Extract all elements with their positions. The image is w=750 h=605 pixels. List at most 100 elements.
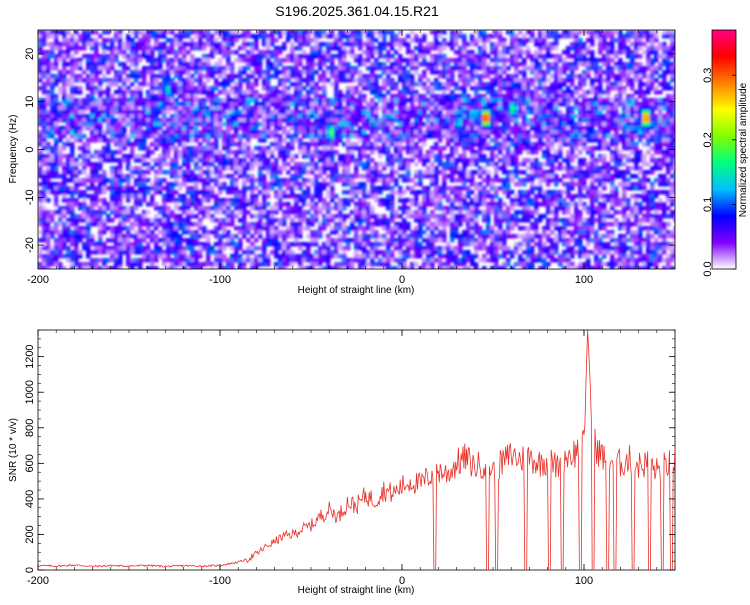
heatmap-cell (178, 110, 183, 115)
heatmap-cell (138, 230, 143, 235)
heatmap-cell (106, 82, 111, 87)
heatmap-cell (314, 242, 319, 247)
heatmap-cell (374, 242, 379, 247)
heatmap-cell (102, 138, 107, 143)
heatmap-cell (38, 206, 43, 211)
heatmap-cell (262, 214, 267, 219)
heatmap-cell (42, 82, 47, 87)
heatmap-cell (274, 250, 279, 255)
heatmap-cell (54, 226, 59, 231)
heatmap-cell (214, 70, 219, 75)
heatmap-cell (154, 214, 159, 219)
heatmap-cell (362, 194, 367, 199)
heatmap-cell (46, 70, 51, 75)
heatmap-cell (42, 110, 47, 115)
heatmap-cell (122, 94, 127, 99)
heatmap-cell (402, 254, 407, 259)
heatmap-cell (118, 90, 123, 95)
heatmap-cell (414, 242, 419, 247)
heatmap-cell (318, 142, 323, 147)
heatmap-cell (410, 150, 415, 155)
heatmap-cell (254, 122, 259, 127)
heatmap-cell (222, 206, 227, 211)
heatmap-cell (462, 162, 467, 167)
heatmap-cell (422, 74, 427, 79)
heatmap-cell (90, 222, 95, 227)
heatmap-cell (266, 86, 271, 91)
heatmap-cell (354, 30, 359, 35)
heatmap-cell (382, 38, 387, 43)
heatmap-cell (358, 158, 363, 163)
heatmap-cell (242, 94, 247, 99)
heatmap-cell (402, 78, 407, 83)
heatmap-cell (410, 58, 415, 63)
heatmap-cell (330, 178, 335, 183)
heatmap-cell (342, 262, 347, 267)
heatmap-cell (66, 42, 71, 47)
heatmap-cell (202, 114, 207, 119)
heatmap-cell (378, 214, 383, 219)
heatmap-cell (418, 98, 423, 103)
heatmap-cell (90, 250, 95, 255)
heatmap-cell (150, 150, 155, 155)
heatmap-cell (82, 42, 87, 47)
heatmap-cell (338, 174, 343, 179)
heatmap-cell (446, 122, 451, 127)
heatmap-cell (186, 66, 191, 71)
heatmap-cell (366, 78, 371, 83)
heatmap-cell (178, 134, 183, 139)
heatmap-cell (70, 262, 75, 267)
heatmap-cell (206, 110, 211, 115)
heatmap-cell (306, 62, 311, 67)
heatmap-cell (354, 254, 359, 259)
heatmap-cell (414, 66, 419, 71)
heatmap-cell (150, 222, 155, 227)
heatmap-cell (206, 190, 211, 195)
heatmap-cell (398, 230, 403, 235)
heatmap-cell (62, 106, 67, 111)
heatmap-cell (230, 238, 235, 243)
heatmap-cell (90, 178, 95, 183)
heatmap-cell (62, 86, 67, 91)
heatmap-cell (138, 174, 143, 179)
heatmap-cell (438, 206, 443, 211)
heatmap-cell (450, 74, 455, 79)
heatmap-cell (166, 106, 171, 111)
heatmap-cell (402, 38, 407, 43)
heatmap-cell (402, 206, 407, 211)
heatmap-cell (242, 134, 247, 139)
heatmap-cell (334, 238, 339, 243)
heatmap-cell (278, 234, 283, 239)
heatmap-cell (322, 178, 327, 183)
heatmap-cell (202, 230, 207, 235)
heatmap-cell (354, 90, 359, 95)
heatmap-cell (46, 254, 51, 259)
heatmap-cell (430, 70, 435, 75)
heatmap-cell (254, 162, 259, 167)
heatmap-cell (434, 222, 439, 227)
heatmap-cell (54, 42, 59, 47)
heatmap-cell (322, 114, 327, 119)
heatmap-cell (118, 74, 123, 79)
heatmap-cell (398, 126, 403, 131)
heatmap-cell (314, 38, 319, 43)
heatmap-cell (322, 202, 327, 207)
heatmap-cell (362, 174, 367, 179)
heatmap-cell (406, 178, 411, 183)
heatmap-cell (254, 58, 259, 63)
heatmap-cell (206, 234, 211, 239)
heatmap-cell (130, 262, 135, 267)
heatmap-cell (310, 54, 315, 59)
heatmap-cell (98, 118, 103, 123)
heatmap-cell (322, 30, 327, 35)
heatmap-cell (162, 82, 167, 87)
heatmap-cell (110, 230, 115, 235)
heatmap-cell (358, 38, 363, 43)
heatmap-cell (42, 258, 47, 263)
heatmap-cell (266, 106, 271, 111)
heatmap-cell (334, 102, 339, 107)
heatmap-cell (362, 142, 367, 147)
heatmap-cell (342, 42, 347, 47)
heatmap-cell (386, 106, 391, 111)
heatmap-cell (234, 166, 239, 171)
